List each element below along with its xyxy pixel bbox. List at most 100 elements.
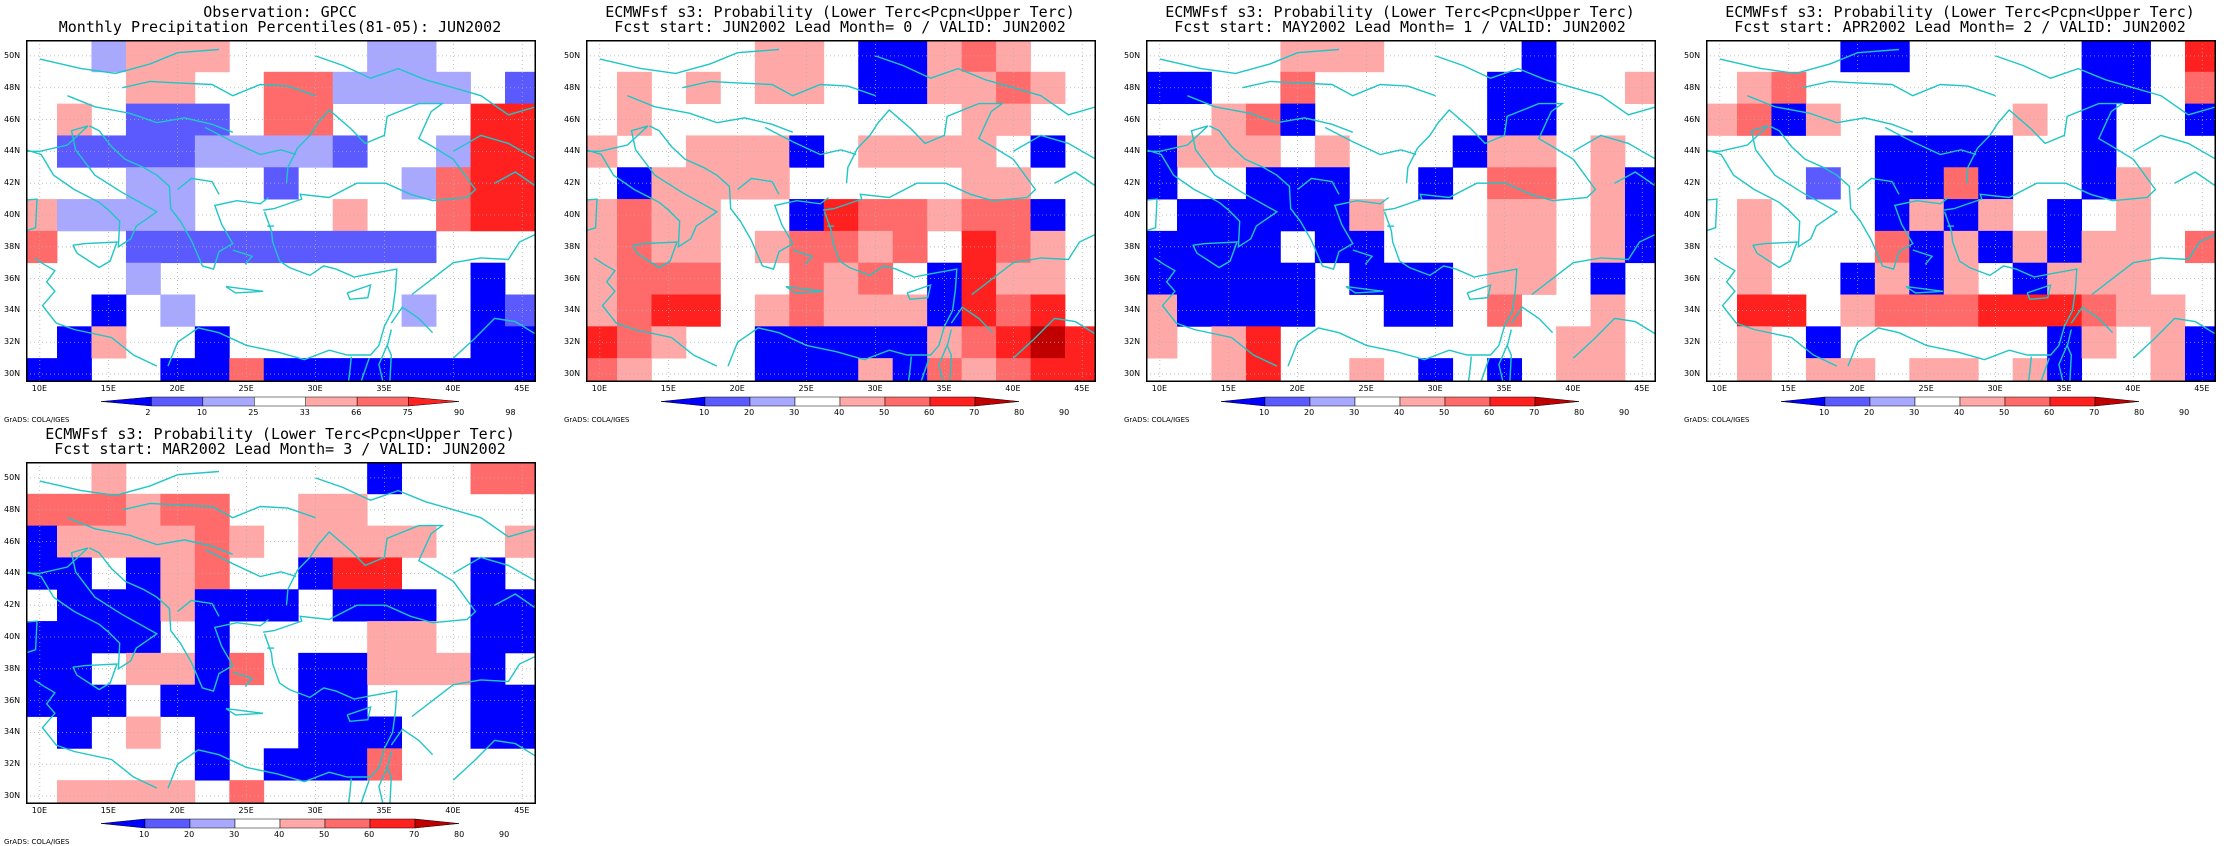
grid-cell <box>823 262 859 295</box>
color-bar-label: 40 <box>1394 408 1405 417</box>
color-bar-segment <box>1399 396 1446 407</box>
grid-cell <box>470 294 506 327</box>
lat-tick-label: 44N <box>4 568 21 578</box>
coastline <box>262 524 477 633</box>
map-border <box>1146 40 1656 382</box>
lat-tick-label: 42N <box>4 600 21 610</box>
color-bar-label: 2 <box>145 408 151 417</box>
grid-cell <box>823 230 859 264</box>
color-bar <box>100 818 460 829</box>
lat-tick-label: 38N <box>1124 241 1141 251</box>
color-bar-segment <box>144 818 191 829</box>
lat-tick-label: 38N <box>4 663 21 673</box>
grid-cell <box>470 557 506 590</box>
color-bar-label: 30 <box>1909 408 1920 417</box>
coastline <box>225 285 264 294</box>
coastline <box>599 48 780 75</box>
grid-cell <box>194 493 230 527</box>
grid-cell <box>401 358 437 382</box>
grid-cell <box>1487 230 1523 264</box>
grid-cell <box>823 294 859 327</box>
color-bar-label: 90 <box>499 830 510 839</box>
grid-cell <box>298 652 334 686</box>
color-bar-segment <box>929 396 976 407</box>
lat-tick-label: 48N <box>564 82 581 92</box>
coastline <box>41 685 158 789</box>
color-bar-segment <box>254 396 306 407</box>
grid-cell <box>1805 167 1841 200</box>
grid-cell <box>754 294 790 327</box>
color-bar-segment <box>1309 396 1356 407</box>
grid-cell <box>685 167 721 200</box>
lat-tick-label: 48N <box>4 504 21 514</box>
grid-cell <box>2184 40 2216 73</box>
color-bar-label: 10 <box>139 830 150 839</box>
coastline <box>26 620 38 654</box>
color-bar-segment <box>279 818 326 829</box>
coastline <box>649 125 830 270</box>
lat-tick-label: 38N <box>4 241 21 251</box>
coastline <box>2027 356 2032 382</box>
lon-tick-label: 40E <box>2125 384 2141 393</box>
grid-cell <box>2116 294 2151 327</box>
panel-title-line1: Observation: GPCC <box>203 3 357 21</box>
lon-tick-label: 15E <box>1220 384 1236 393</box>
grid-cell <box>996 358 1031 382</box>
lon-tick-label: 15E <box>660 384 676 393</box>
grid-cell <box>194 557 230 590</box>
grid-cell <box>470 589 506 622</box>
coastline <box>494 171 536 187</box>
grid-cell <box>1418 294 1454 327</box>
color-bar-segment <box>1780 396 1826 407</box>
coastline <box>1747 95 1914 133</box>
grid-cell <box>26 652 58 686</box>
grid-cell <box>1624 199 1656 232</box>
color-bar-segment <box>839 396 886 407</box>
grid-cell <box>1245 294 1281 327</box>
grid-cell <box>298 230 334 264</box>
grid-cell <box>1030 135 1066 168</box>
grid-cell <box>470 716 506 749</box>
grid-cell <box>194 230 230 264</box>
grid-cell <box>1383 262 1419 295</box>
grid-cell <box>470 462 506 495</box>
lat-tick-label: 48N <box>4 82 21 92</box>
grid-cell <box>754 40 790 73</box>
coastline <box>2174 171 2216 187</box>
grid-cell <box>1418 358 1454 382</box>
coastline <box>390 728 434 756</box>
color-bar-label: 75 <box>402 408 413 417</box>
grid-cell <box>470 135 506 168</box>
panel-title-line2: Fcst start: APR2002 Lead Month= 2 / VALI… <box>1734 18 2186 36</box>
coastline <box>347 778 352 804</box>
color-bar-segment <box>974 396 1020 407</box>
grid-cell <box>685 71 721 105</box>
map-plot <box>26 40 536 382</box>
grid-cell <box>91 684 127 717</box>
color-bar-label: 60 <box>2044 408 2055 417</box>
coastline <box>2070 306 2114 334</box>
map-border <box>1706 40 2216 382</box>
coastline <box>586 198 598 232</box>
color-bar-segment <box>1869 396 1916 407</box>
grid-cell <box>470 684 506 717</box>
grid-cell <box>91 294 127 327</box>
coastline <box>67 95 234 133</box>
grid-cell <box>194 684 230 717</box>
grid-cell <box>996 230 1031 264</box>
lon-tick-label: 15E <box>100 806 116 815</box>
lat-tick-label: 40N <box>564 209 581 219</box>
coastline <box>1713 257 1725 265</box>
grid-cell <box>504 199 536 232</box>
coastline <box>26 547 159 671</box>
grid-cell <box>1245 167 1281 200</box>
color-bar-label: 80 <box>1014 408 1025 417</box>
coastline <box>1382 102 1597 211</box>
grid-cell <box>263 135 299 168</box>
coastline <box>1054 171 1096 187</box>
grid-cell <box>1805 103 1841 136</box>
grid-cell <box>1211 262 1247 295</box>
lat-tick-label: 42N <box>564 178 581 188</box>
grid-cell <box>927 294 963 327</box>
grid-cell <box>229 358 265 382</box>
